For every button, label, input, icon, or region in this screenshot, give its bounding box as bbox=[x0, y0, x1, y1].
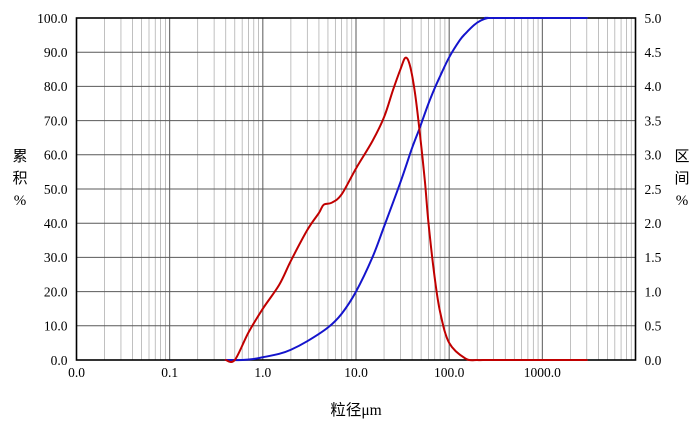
svg-text:4.5: 4.5 bbox=[645, 45, 662, 60]
svg-text:30.0: 30.0 bbox=[44, 250, 68, 265]
svg-text:50.0: 50.0 bbox=[44, 182, 68, 197]
svg-text:%: % bbox=[14, 193, 27, 209]
svg-text:100.0: 100.0 bbox=[37, 11, 68, 26]
svg-text:2.0: 2.0 bbox=[645, 216, 662, 231]
svg-text:2.5: 2.5 bbox=[645, 182, 662, 197]
svg-text:3.5: 3.5 bbox=[645, 113, 662, 128]
svg-text:粒径μm: 粒径μm bbox=[330, 401, 381, 419]
svg-text:80.0: 80.0 bbox=[44, 79, 68, 94]
svg-text:0.0: 0.0 bbox=[51, 353, 68, 368]
svg-text:90.0: 90.0 bbox=[44, 45, 68, 60]
svg-text:3.0: 3.0 bbox=[645, 148, 662, 163]
svg-text:1.0: 1.0 bbox=[254, 365, 271, 380]
svg-text:1.0: 1.0 bbox=[645, 284, 662, 299]
svg-text:5.0: 5.0 bbox=[645, 11, 662, 26]
svg-text:0.5: 0.5 bbox=[645, 319, 662, 334]
svg-text:70.0: 70.0 bbox=[44, 113, 68, 128]
svg-text:0.1: 0.1 bbox=[161, 365, 178, 380]
svg-text:累: 累 bbox=[12, 149, 27, 165]
svg-text:0.0: 0.0 bbox=[645, 353, 662, 368]
svg-text:20.0: 20.0 bbox=[44, 284, 68, 299]
svg-text:1.5: 1.5 bbox=[645, 250, 662, 265]
svg-text:区: 区 bbox=[674, 149, 689, 165]
svg-text:10.0: 10.0 bbox=[344, 365, 368, 380]
svg-text:60.0: 60.0 bbox=[44, 148, 68, 163]
svg-text:40.0: 40.0 bbox=[44, 216, 68, 231]
svg-text:4.0: 4.0 bbox=[645, 79, 662, 94]
svg-text:1000.0: 1000.0 bbox=[524, 365, 561, 380]
svg-text:间: 间 bbox=[674, 170, 689, 187]
svg-text:100.0: 100.0 bbox=[434, 365, 465, 380]
svg-text:%: % bbox=[676, 193, 689, 209]
svg-text:10.0: 10.0 bbox=[44, 319, 68, 334]
svg-text:积: 积 bbox=[12, 170, 27, 187]
svg-text:0.0: 0.0 bbox=[68, 365, 85, 380]
